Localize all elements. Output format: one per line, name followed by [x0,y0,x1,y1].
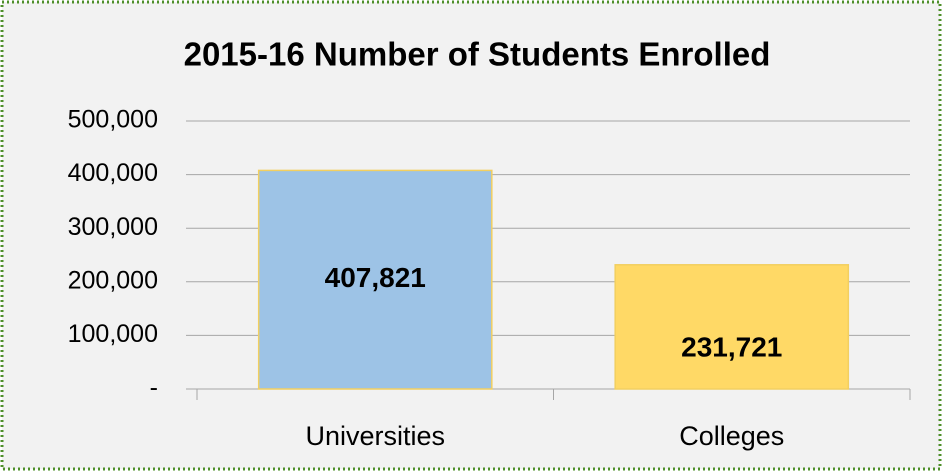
y-tick-label: 300,000 [68,213,158,241]
value-label: 231,721 [681,331,782,362]
y-tick-label: - [150,374,158,402]
bar [257,169,493,390]
y-tick-label: 400,000 [68,159,158,187]
chart-title: 2015-16 Number of Students Enrolled [184,36,771,73]
bar [614,264,850,390]
y-tick-label: 500,000 [68,106,158,134]
y-tick-label: 100,000 [68,320,158,348]
value-label: 407,821 [325,262,426,293]
x-tick-label: Universities [305,421,445,451]
x-tick-label: Colleges [679,421,784,451]
y-tick-label: 200,000 [68,266,158,294]
